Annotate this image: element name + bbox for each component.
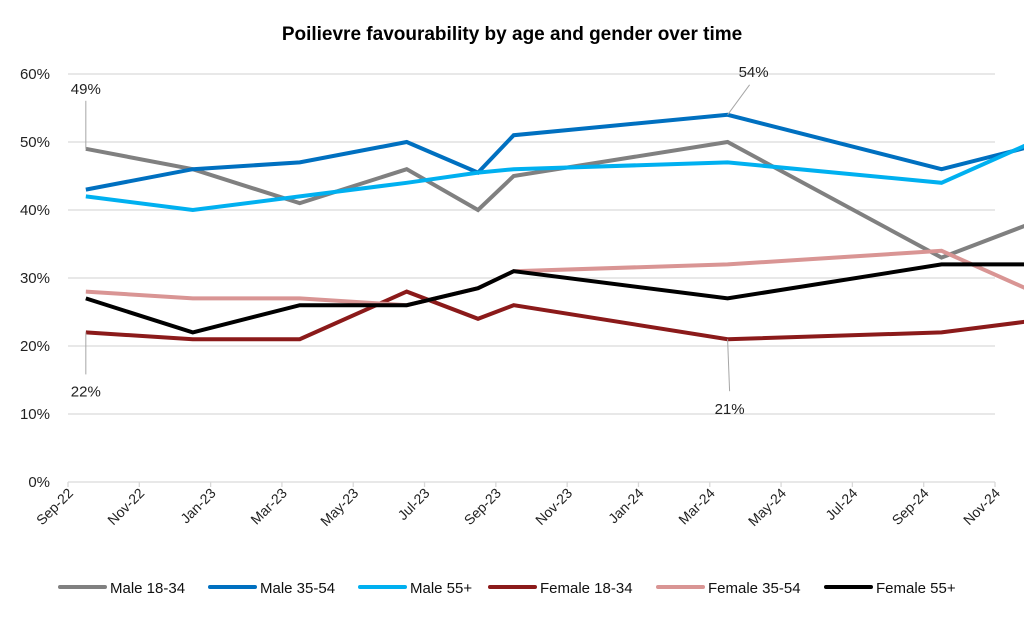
y-tick-label: 60% (20, 66, 50, 83)
y-tick-label: 0% (28, 474, 50, 491)
series-female-35-54 (85, 248, 1024, 308)
legend-label: Female 55+ (876, 580, 956, 597)
data-label: 22% (71, 383, 101, 400)
legend-item: Female 18-34 (488, 580, 633, 597)
data-labels: 49%22%54%21%55%45%25% (71, 64, 769, 418)
x-tick-label: Jan-24 (605, 485, 647, 527)
legend-label: Female 18-34 (540, 580, 633, 597)
x-tick-label: Jul-23 (394, 485, 432, 523)
y-tick-label: 30% (20, 270, 50, 287)
x-tick-label: Jan-23 (177, 485, 219, 527)
x-tick-label: Sep-24 (889, 485, 932, 528)
series-male-55- (85, 143, 1024, 213)
legend: Male 18-34 Male 35-54 Male 55+ Female 18-34… (58, 580, 956, 597)
x-tick-label: Nov-23 (532, 485, 575, 528)
x-tick-label: May-24 (745, 485, 789, 529)
series-lines (85, 112, 1024, 342)
legend-label: Male 18-34 (110, 580, 185, 597)
x-tick-label: May-23 (317, 485, 361, 529)
gridlines (68, 73, 995, 483)
legend-label: Female 35-54 (708, 580, 801, 597)
leader-line (727, 339, 731, 392)
y-tick-label: 20% (20, 338, 50, 355)
legend-label: Male 35-54 (260, 580, 335, 597)
legend-item: Male 55+ (358, 580, 472, 597)
x-tick-label: Nov-22 (104, 485, 147, 528)
y-tick-label: 50% (20, 134, 50, 151)
legend-item: Female 55+ (824, 580, 956, 597)
legend-label: Male 55+ (410, 580, 472, 597)
x-tick-label: Nov-24 (960, 485, 1003, 528)
x-tick-label: Sep-23 (461, 485, 504, 528)
legend-item: Male 18-34 (58, 580, 185, 597)
y-tick-label: 10% (20, 406, 50, 423)
data-label: 49% (71, 81, 101, 98)
legend-item: Female 35-54 (656, 580, 801, 597)
x-tick-label: Sep-22 (33, 485, 76, 528)
x-tick-label: Jul-24 (822, 485, 860, 523)
series-male-18-34 (85, 139, 1024, 260)
series-female-55- (85, 262, 1024, 335)
y-axis: 0% 10% 20% 30% 40% 50% 60% (20, 66, 50, 491)
chart-title: Poilievre favourability by age and gende… (282, 24, 742, 45)
x-axis: Sep-22 Nov-22 Jan-23 Mar-23 May-23 Jul-23 Sep-… (33, 482, 1003, 529)
x-tick-label: Mar-24 (675, 485, 718, 528)
data-label: 21% (715, 401, 745, 418)
data-label: 54% (739, 64, 769, 81)
leader-line (727, 84, 750, 116)
y-tick-label: 40% (20, 202, 50, 219)
legend-item: Male 35-54 (208, 580, 335, 597)
x-tick-label: Mar-23 (247, 485, 290, 528)
